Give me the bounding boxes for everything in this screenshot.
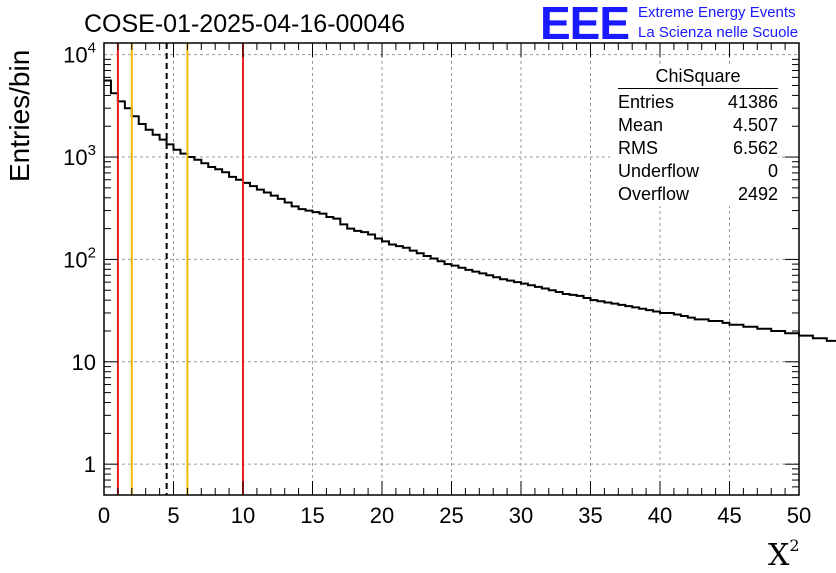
stats-label: RMS (618, 138, 658, 158)
stats-title: ChiSquare (618, 66, 778, 89)
x-axis-label: X2 (768, 536, 800, 573)
x-tick-label: 0 (98, 503, 110, 528)
stats-value: 2492 (737, 184, 778, 204)
x-tick-label: 50 (787, 503, 811, 528)
x-tick-label: 10 (231, 503, 255, 528)
logo-line-1: Extreme Energy Events (638, 4, 796, 21)
stats-value: 0 (767, 161, 778, 181)
stats-label: Underflow (618, 161, 700, 181)
x-tick-label: 5 (167, 503, 179, 528)
stats-value: 4.507 (732, 115, 778, 135)
logo-line-2: La Scienza nelle Scuole (638, 24, 799, 41)
eee-logo: EEE (540, 0, 630, 49)
y-tick-label: 102 (63, 244, 96, 272)
y-tick-label: 10 (72, 350, 96, 375)
x-tick-label: 35 (578, 503, 602, 528)
x-tick-label: 40 (648, 503, 672, 528)
y-axis-label: Entries/bin (4, 49, 35, 182)
stats-row-underflow: Underflow 0 (610, 160, 778, 183)
x-tick-label: 30 (509, 503, 533, 528)
stats-row-overflow: Overflow 2492 (610, 183, 778, 206)
x-tick-label: 20 (370, 503, 394, 528)
stats-label: Mean (618, 115, 664, 135)
stats-box: ChiSquare Entries 41386 Mean 4.507 RMS 6… (610, 66, 778, 206)
x-tick-label: 25 (439, 503, 463, 528)
y-tick-label: 103 (63, 142, 96, 170)
x-tick-label: 15 (300, 503, 324, 528)
stats-value: 6.562 (732, 138, 778, 158)
stats-label: Overflow (618, 184, 690, 204)
stats-label: Entries (618, 92, 675, 112)
chart-title: COSE-01-2025-04-16-00046 (84, 10, 406, 38)
stats-value: 41386 (727, 92, 778, 112)
y-tick-label: 1 (84, 452, 96, 477)
stats-row-rms: RMS 6.562 (610, 137, 778, 160)
y-tick-label: 104 (63, 40, 96, 68)
histogram-line (104, 79, 836, 342)
x-tick-label: 45 (717, 503, 741, 528)
stats-row-mean: Mean 4.507 (610, 114, 778, 137)
stats-row-entries: Entries 41386 (610, 91, 778, 114)
